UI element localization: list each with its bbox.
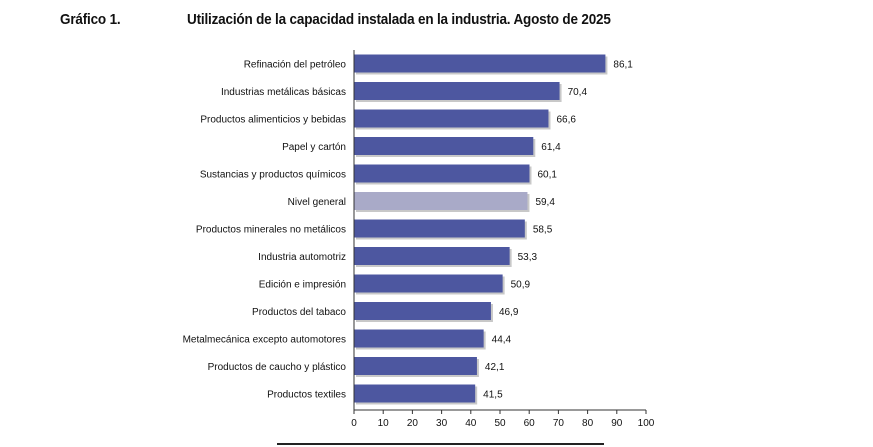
category-label: Industrias metálicas básicas xyxy=(221,87,346,98)
category-label: Nivel general xyxy=(288,197,346,208)
data-label: 70,4 xyxy=(568,87,588,98)
category-label: Productos de caucho y plástico xyxy=(208,362,347,373)
data-label: 59,4 xyxy=(535,197,555,208)
data-label: 46,9 xyxy=(499,307,519,318)
bar xyxy=(354,247,510,265)
bar xyxy=(354,329,484,348)
x-tick-label: 60 xyxy=(524,418,536,429)
bar xyxy=(354,82,560,100)
data-label: 61,4 xyxy=(541,142,561,153)
data-label: 44,4 xyxy=(492,335,512,346)
x-tick-label: 100 xyxy=(638,418,655,429)
chart-title: Utilización de la capacidad instalada en… xyxy=(187,11,611,28)
bar xyxy=(354,54,606,73)
bar xyxy=(354,357,477,375)
x-tick-label: 0 xyxy=(351,418,357,429)
category-label: Sustancias y productos químicos xyxy=(200,170,346,181)
x-tick-label: 40 xyxy=(465,418,477,429)
data-label: 50,9 xyxy=(511,280,531,291)
category-label: Metalmecánica excepto automotores xyxy=(183,335,346,346)
category-label: Productos textiles xyxy=(267,390,346,401)
x-tick-label: 10 xyxy=(378,418,390,429)
data-label: 86,1 xyxy=(613,60,633,71)
bar xyxy=(354,164,530,183)
x-tick-label: 50 xyxy=(494,418,506,429)
x-tick-label: 90 xyxy=(611,418,623,429)
bar xyxy=(354,302,491,320)
data-label: 53,3 xyxy=(518,252,538,263)
data-label: 66,6 xyxy=(556,115,576,126)
figure-label: Gráfico 1. xyxy=(60,11,121,28)
category-label: Productos alimenticios y bebidas xyxy=(200,115,346,126)
category-label: Papel y cartón xyxy=(282,142,346,153)
bar xyxy=(354,384,476,403)
x-tick-label: 80 xyxy=(582,418,594,429)
category-label: Productos del tabaco xyxy=(252,307,346,318)
bar xyxy=(354,274,503,293)
category-label: Refinación del petróleo xyxy=(244,60,347,71)
x-tick-label: 70 xyxy=(553,418,565,429)
bar xyxy=(354,109,549,128)
x-tick-label: 20 xyxy=(407,418,419,429)
data-label: 42,1 xyxy=(485,362,505,373)
bar xyxy=(354,137,534,155)
data-label: 60,1 xyxy=(537,170,557,181)
category-label: Industria automotriz xyxy=(258,252,346,263)
category-label: Productos minerales no metálicos xyxy=(196,225,346,236)
bar-highlight xyxy=(354,192,528,210)
data-label: 41,5 xyxy=(483,390,503,401)
category-label: Edición e impresión xyxy=(259,280,346,291)
bar xyxy=(354,219,525,238)
data-label: 58,5 xyxy=(533,225,553,236)
x-tick-label: 30 xyxy=(436,418,448,429)
